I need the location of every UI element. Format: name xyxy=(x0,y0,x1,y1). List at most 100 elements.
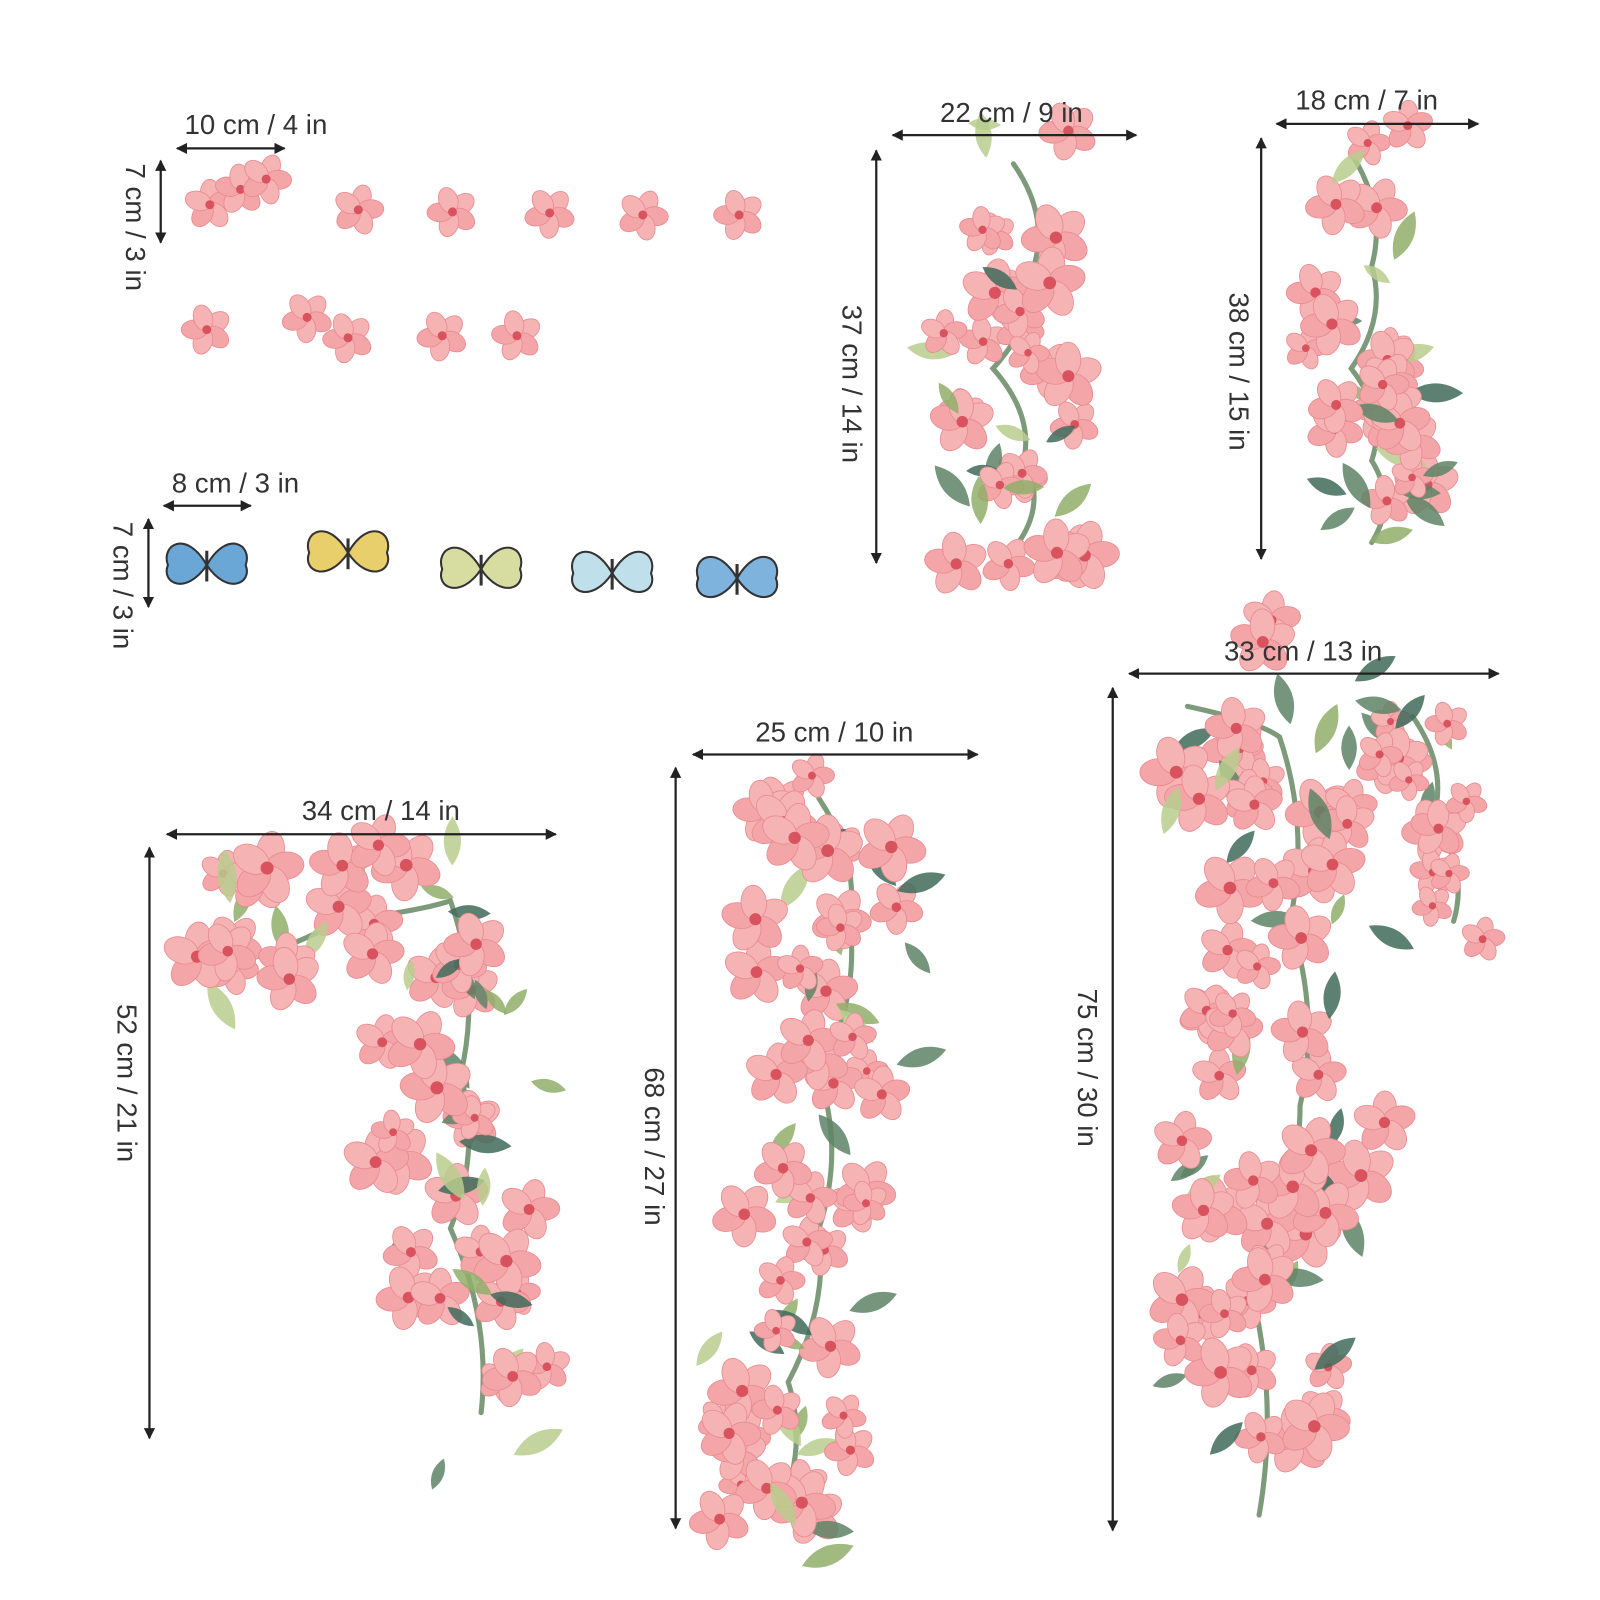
flower-center xyxy=(820,985,832,997)
flower-center xyxy=(824,1340,837,1352)
dimension-label: 7 cm / 3 in xyxy=(107,522,138,649)
flower-center xyxy=(795,1496,808,1509)
leaf xyxy=(1331,150,1365,184)
flower-center xyxy=(836,923,845,932)
dimension-label: 25 cm / 10 in xyxy=(755,716,913,747)
flower xyxy=(256,946,319,1011)
flower-center xyxy=(1433,823,1444,834)
flower xyxy=(1461,916,1506,961)
flower xyxy=(1270,1000,1332,1062)
leaf xyxy=(1314,703,1339,754)
flower xyxy=(824,1425,875,1477)
flower-center xyxy=(738,1208,751,1221)
flower-center xyxy=(821,844,835,858)
flower-center xyxy=(845,1445,856,1455)
flower-center xyxy=(978,225,987,234)
butterfly-wing xyxy=(306,530,350,573)
flower-center xyxy=(1197,1204,1210,1217)
flower xyxy=(1324,1139,1394,1211)
flower xyxy=(619,190,669,241)
butterfly-wing xyxy=(571,550,614,593)
flower-center xyxy=(1176,1135,1188,1147)
leaf xyxy=(1369,526,1413,545)
flower-center xyxy=(1382,496,1392,506)
flower xyxy=(473,1228,542,1297)
flower xyxy=(798,1317,861,1379)
flower xyxy=(854,1065,911,1121)
flower xyxy=(1236,943,1281,990)
decals xyxy=(163,99,1506,1568)
flower xyxy=(1282,1392,1350,1462)
leaf xyxy=(804,1521,854,1539)
dimension-label: 22 cm / 9 in xyxy=(940,97,1083,128)
flower-center xyxy=(343,333,353,343)
butterfly xyxy=(571,550,654,593)
flower-center xyxy=(891,902,902,913)
leaf xyxy=(447,1307,474,1327)
flower-center xyxy=(1295,932,1308,944)
flower-center xyxy=(885,840,898,854)
leaf xyxy=(934,465,970,507)
leaf xyxy=(1003,480,1045,495)
flower-center xyxy=(956,415,969,428)
flower xyxy=(959,206,1005,252)
flower-center xyxy=(1408,473,1416,482)
flower-center xyxy=(1017,468,1027,478)
flower-center xyxy=(430,1081,444,1095)
leaf xyxy=(1363,265,1391,283)
flower-center xyxy=(1175,1335,1186,1346)
leaf xyxy=(1341,725,1357,770)
flower-center xyxy=(1296,1026,1309,1038)
flower-center xyxy=(988,286,1001,299)
flower xyxy=(343,1128,410,1193)
butterfly-wing xyxy=(735,555,779,598)
flower-center xyxy=(1331,399,1342,411)
dimension-label: 18 cm / 7 in xyxy=(1295,85,1438,116)
flower xyxy=(1008,331,1050,375)
flower xyxy=(281,294,332,344)
flower xyxy=(782,1216,833,1267)
flower xyxy=(1267,905,1332,970)
flower xyxy=(1234,1411,1286,1464)
leaf xyxy=(436,1152,465,1201)
flower-center xyxy=(1443,719,1452,728)
flower-center xyxy=(1062,370,1075,383)
flower-center xyxy=(1326,318,1338,330)
dimensions: 10 cm / 4 in 7 cm / 3 in 8 cm / 3 in 7 cm /… xyxy=(107,85,1500,1532)
flower xyxy=(1171,1178,1235,1240)
flower-center xyxy=(507,1370,519,1382)
flower xyxy=(1430,853,1470,894)
flower xyxy=(924,531,987,594)
flower xyxy=(1201,921,1258,979)
flower xyxy=(753,1309,796,1352)
leaf xyxy=(503,988,528,1015)
flower-center xyxy=(1256,636,1269,648)
flower-center xyxy=(205,200,215,210)
flower-center xyxy=(1445,869,1453,878)
flower-center xyxy=(1228,1009,1237,1018)
leaf xyxy=(1368,925,1414,950)
leaf xyxy=(1422,460,1458,477)
leaf xyxy=(447,905,491,921)
flower-center xyxy=(1015,306,1025,317)
flower-center xyxy=(1051,546,1064,559)
flower-center xyxy=(545,208,555,218)
leaf xyxy=(435,958,464,978)
flower xyxy=(426,187,476,237)
dimension-label: 37 cm / 14 in xyxy=(836,305,867,463)
flower-center xyxy=(1304,1144,1318,1157)
flower-center xyxy=(1261,1217,1274,1230)
flower-center xyxy=(795,964,805,973)
flower-center xyxy=(788,831,801,845)
flower-center xyxy=(366,948,379,960)
flower xyxy=(753,1142,813,1199)
flower xyxy=(762,803,830,871)
leaf xyxy=(530,1078,567,1093)
flower xyxy=(501,1179,561,1240)
flower xyxy=(1231,1247,1294,1312)
flower-center xyxy=(377,1037,388,1048)
flower xyxy=(1230,608,1295,672)
flower-center xyxy=(405,1247,416,1258)
flower xyxy=(1153,1313,1206,1367)
